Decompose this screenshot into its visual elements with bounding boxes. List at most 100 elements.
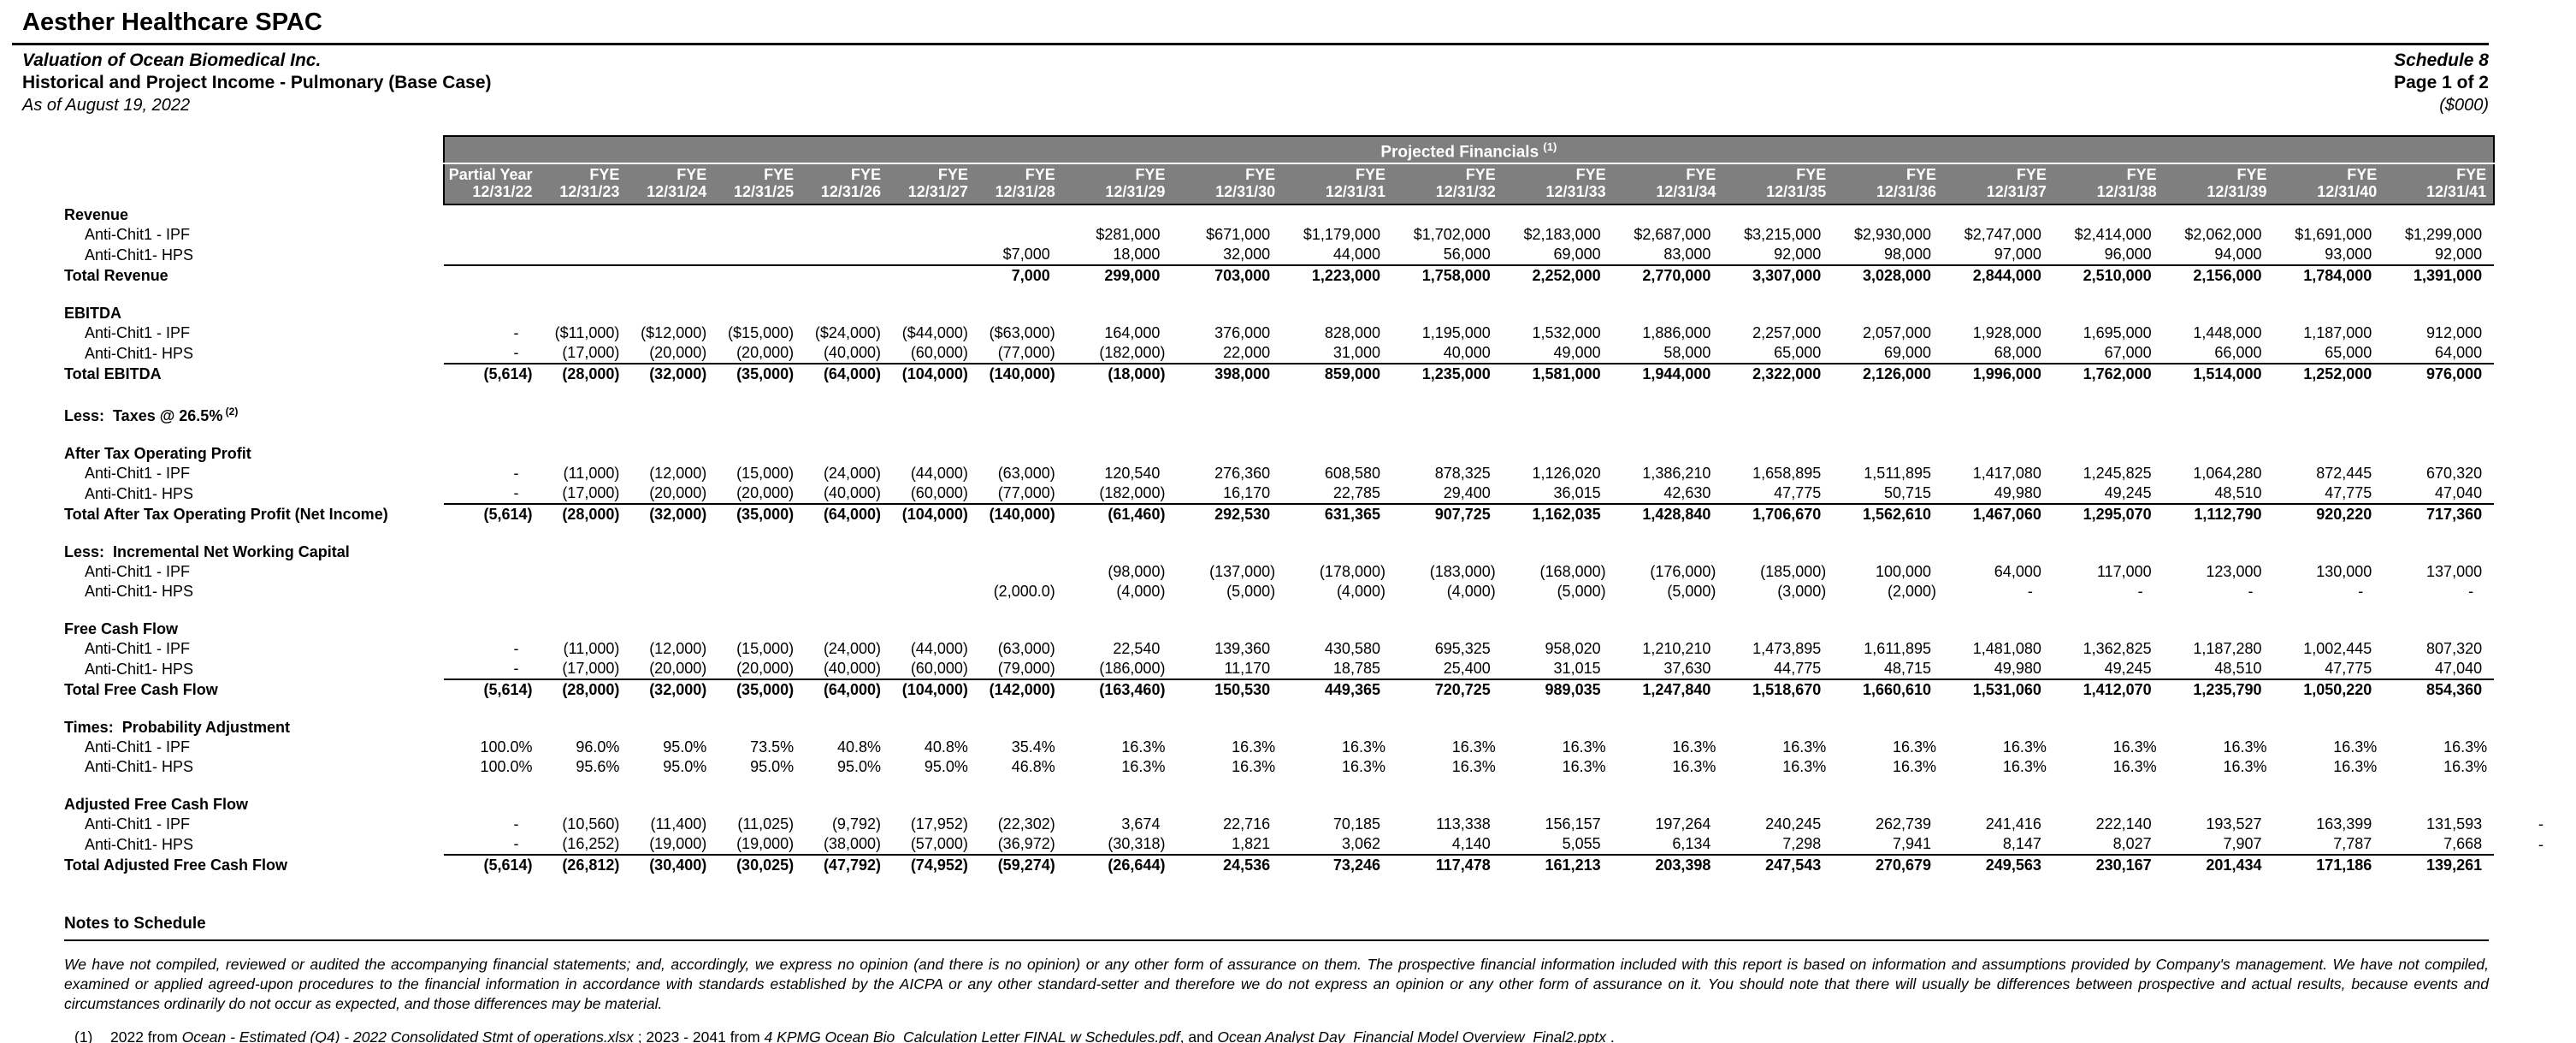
value-cell: 1,162,035 [1502, 503, 1613, 525]
value-cell: 1,531,060 [1943, 679, 2053, 701]
header-rule [12, 43, 2489, 45]
value-cell: 22,540 [1113, 640, 1161, 658]
value-cell [1722, 204, 1833, 225]
value-cell: 1,706,670 [1722, 503, 1834, 525]
value-cell [801, 245, 888, 265]
value-cell: 241,416 [1985, 815, 2041, 833]
value-cell [444, 402, 540, 426]
table-row: Adjusted Free Cash Flow [12, 795, 2564, 815]
value-cell: (28,000) [539, 363, 627, 385]
value-cell: 65,000 [1774, 344, 1822, 362]
spacer-cell [12, 602, 2564, 619]
value-cell: (5,614) [443, 854, 540, 876]
row-label: Total After Tax Operating Profit (Net In… [64, 505, 388, 523]
value-cell [975, 718, 1062, 738]
value-cell: ($63,000) [989, 324, 1055, 342]
value-cell: 1,467,060 [1943, 503, 2053, 525]
ghost-value-cell [2494, 855, 2564, 875]
value-cell: (104,000) [887, 679, 975, 701]
value-cell: 120,540 [1104, 465, 1161, 483]
value-cell [1722, 304, 1833, 323]
value-cell [1062, 795, 1173, 815]
value-cell: 32,000 [1223, 246, 1271, 264]
value-cell: 16.3% [1232, 738, 1276, 756]
value-cell: 16.3% [1451, 738, 1496, 756]
value-cell: 163,399 [2316, 815, 2372, 833]
value-cell: (77,000) [997, 344, 1055, 362]
value-cell [713, 444, 801, 464]
value-cell: (5,614) [443, 679, 540, 701]
value-cell: (5,000) [1226, 583, 1276, 601]
value-cell [1062, 444, 1173, 464]
column-date-label: 12/31/26 [820, 183, 881, 201]
value-cell [540, 542, 627, 562]
value-cell: (17,952) [910, 815, 968, 833]
footnote: (1) 2022 from Ocean - Estimated (Q4) - 20… [64, 1026, 2489, 1043]
value-cell: 96,000 [2104, 246, 2152, 264]
value-cell: (185,000) [1760, 563, 1827, 581]
value-cell [888, 718, 975, 738]
value-cell: 608,580 [1324, 465, 1380, 483]
ghost-value-cell [2494, 795, 2564, 815]
value-cell [1833, 204, 1943, 225]
subheader-left: Valuation of Ocean Biomedical Inc. Histo… [12, 50, 492, 116]
spacer-row [12, 286, 2564, 304]
value-cell: 1,658,895 [1752, 465, 1822, 483]
value-cell: 695,325 [1434, 640, 1491, 658]
value-cell [540, 619, 627, 639]
value-cell: 1,187,280 [2193, 640, 2262, 658]
value-cell: (60,000) [910, 344, 968, 362]
value-cell [444, 444, 540, 464]
value-cell: 16.3% [2112, 758, 2157, 776]
value-cell: 201,434 [2163, 854, 2274, 876]
value-cell: 872,445 [2316, 465, 2372, 483]
ghost-value-cell [2494, 679, 2564, 700]
value-cell: 117,478 [1391, 854, 1503, 876]
value-cell: 7,787 [2333, 835, 2372, 853]
value-cell: 24,536 [1172, 854, 1283, 876]
value-cell: (142,000) [974, 679, 1062, 701]
value-cell [443, 264, 540, 287]
value-cell [1503, 402, 1613, 426]
value-cell: 42,630 [1663, 484, 1711, 502]
value-cell [1613, 795, 1723, 815]
row-label: Anti-Chit1 - IPF [85, 324, 191, 342]
table-row: Anti-Chit1- HPS - (17,000) (20,000) (20,000)… [12, 343, 2564, 364]
value-cell: (44,000) [910, 465, 968, 483]
value-cell: (32,000) [626, 503, 714, 525]
ghost-value-cell [2494, 204, 2564, 225]
value-cell [1722, 795, 1833, 815]
column-header: FYE 12/31/35 [1722, 163, 1834, 206]
value-cell: (32,000) [626, 363, 714, 385]
footnote-segment: Ocean - Estimated (Q4) - 2022 Consolidat… [181, 1028, 634, 1043]
column-period-label: FYE [1025, 166, 1055, 184]
value-cell: (24,000) [823, 465, 881, 483]
value-cell [1943, 304, 2053, 323]
value-cell: 2,322,000 [1722, 363, 1834, 385]
row-label: Anti-Chit1- HPS [85, 835, 194, 853]
value-cell [975, 795, 1062, 815]
value-cell: 92,000 [2435, 246, 2483, 264]
value-cell [888, 402, 975, 426]
value-cell [1503, 795, 1613, 815]
value-cell [888, 444, 975, 464]
value-cell [1722, 444, 1833, 464]
value-cell [2053, 204, 2164, 225]
value-cell [975, 304, 1062, 323]
value-cell: (20,000) [736, 660, 795, 678]
value-cell: 1,511,895 [1864, 465, 1932, 483]
value-cell [1282, 444, 1392, 464]
spacer-row [12, 700, 2564, 718]
value-cell: 270,679 [1833, 854, 1944, 876]
notes-rule [64, 939, 2489, 942]
column-date-label: 12/31/37 [1986, 183, 2047, 201]
units-label: ($000) [2439, 96, 2489, 115]
value-cell [1172, 542, 1282, 562]
row-label: Total Adjusted Free Cash Flow [64, 856, 288, 874]
column-period-label: FYE [2126, 166, 2157, 184]
value-cell: ($11,000) [554, 324, 620, 342]
value-cell: 1,391,000 [2384, 264, 2495, 287]
value-cell: (182,000) [1099, 344, 1166, 362]
value-cell: (2,000) [1888, 583, 1937, 601]
ghost-value-cell [2494, 483, 2564, 504]
